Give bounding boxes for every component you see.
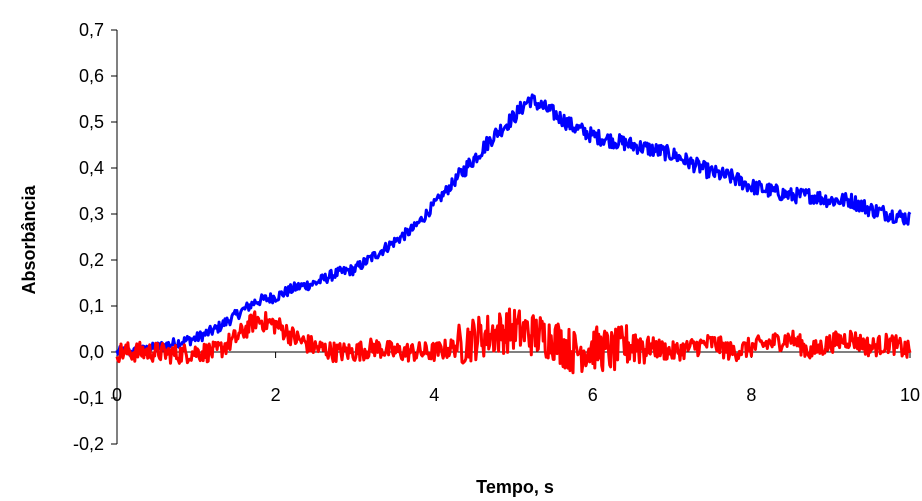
- y-tick-label: -0,2: [73, 434, 104, 454]
- y-tick-label: 0,0: [79, 342, 104, 362]
- tick-labels: -0,2 -0,1 0,0 0,1 0,2 0,3 0,4 0,5 0,6 0,7 0 2 4 6 8 10: [73, 20, 920, 454]
- series-line-2: [115, 307, 912, 375]
- x-tick-label: 8: [746, 385, 756, 405]
- x-axis-title: Tempo, s: [476, 477, 554, 497]
- y-axis-title: Absorbância: [19, 184, 39, 294]
- plot-axes: [111, 29, 911, 445]
- x-tick-label: 6: [588, 385, 598, 405]
- y-tick-label: 0,4: [79, 158, 104, 178]
- x-tick-label: 10: [900, 385, 920, 405]
- y-tick-label: 0,3: [79, 204, 104, 224]
- y-tick-label: 0,7: [79, 20, 104, 40]
- x-tick-label: 2: [271, 385, 281, 405]
- series-line-1: [115, 93, 912, 358]
- series-layer: [115, 93, 912, 375]
- y-tick-label: 0,6: [79, 66, 104, 86]
- x-tick-label: 4: [429, 385, 439, 405]
- x-tick-label: 0: [112, 385, 122, 405]
- y-tick-label: 0,1: [79, 296, 104, 316]
- y-tick-label: 0,5: [79, 112, 104, 132]
- y-tick-label: -0,1: [73, 388, 104, 408]
- y-tick-label: 0,2: [79, 250, 104, 270]
